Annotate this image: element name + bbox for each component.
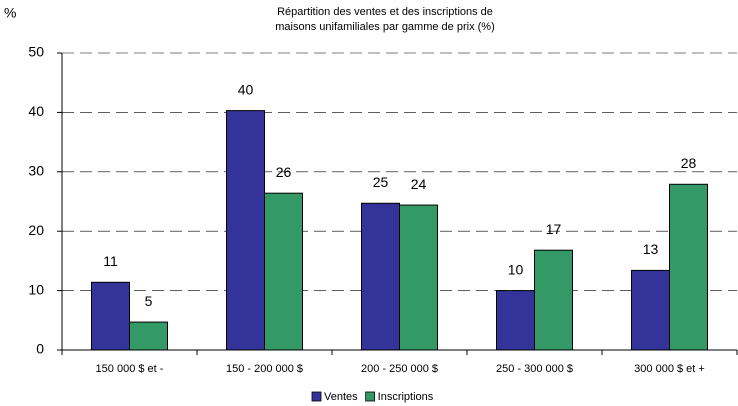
data-label: 17 [546, 221, 562, 237]
legend-swatch [365, 391, 376, 402]
y-tick-label: 30 [28, 163, 44, 179]
x-tick-label: 300 000 $ et + [634, 363, 705, 375]
bar [399, 204, 438, 351]
data-label: 11 [103, 253, 118, 269]
bar [91, 281, 130, 351]
bar [496, 290, 535, 351]
bar [129, 321, 168, 351]
data-label: 28 [681, 155, 697, 171]
y-tick-label: 10 [28, 281, 44, 297]
bar [226, 110, 265, 351]
y-tick-label: 20 [28, 222, 44, 238]
data-label: 5 [145, 293, 153, 309]
x-tick-label: 200 - 250 000 $ [361, 363, 438, 375]
x-tick-label: 250 - 300 000 $ [496, 363, 573, 375]
legend-label: Inscriptions [378, 391, 434, 403]
bar [631, 269, 670, 351]
y-tick-label: 50 [28, 44, 44, 60]
data-label: 10 [508, 261, 524, 277]
y-tick-label: 40 [28, 103, 44, 119]
bar [534, 249, 573, 351]
x-tick-label: 150 000 $ et - [96, 363, 164, 375]
y-axis-label: % [4, 5, 16, 21]
legend-swatch [311, 391, 322, 402]
x-tick-label: 150 - 200 000 $ [226, 363, 303, 375]
bar [361, 202, 400, 351]
legend-label: Ventes [324, 391, 358, 403]
data-label: 26 [276, 164, 292, 180]
data-label: 13 [643, 241, 659, 257]
data-label: 40 [238, 81, 254, 97]
chart-title: Répartition des ventes et des inscriptio… [277, 6, 493, 18]
chart-title: maisons unifamiliales par gamme de prix … [275, 21, 494, 33]
data-label: 25 [373, 174, 389, 190]
y-tick-label: 0 [36, 341, 44, 357]
bar [669, 183, 708, 351]
bar [264, 192, 303, 351]
data-label: 24 [411, 176, 427, 192]
